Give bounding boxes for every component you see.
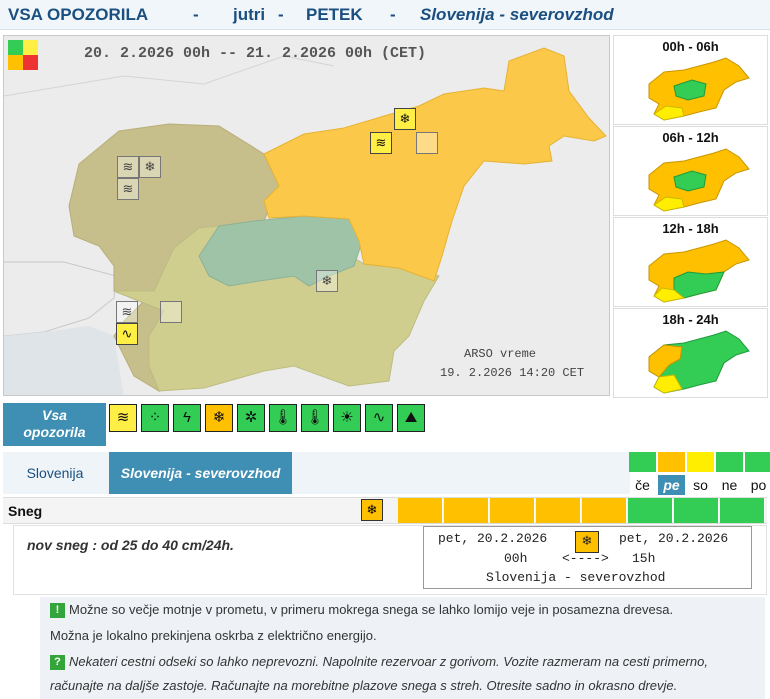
impact-text: Možne so večje motnje v prometu, v prime…: [69, 602, 674, 617]
timeline-cell: [582, 498, 627, 523]
impact-text: Možna je lokalno prekinjena oskrba z ele…: [50, 628, 377, 643]
day-color-cell[interactable]: [716, 452, 743, 472]
map-credit: ARSO vreme: [464, 347, 537, 361]
map-timestamp: 19. 2.2026 14:20 CET: [440, 366, 585, 380]
impact-line: Možna je lokalno prekinjena oskrba z ele…: [40, 623, 765, 649]
time-arrow: <---->: [562, 551, 609, 566]
timeline-cell: [536, 498, 581, 523]
snow-icon: ❄: [361, 499, 383, 521]
small-map-graphic: [648, 57, 750, 121]
all-warnings-label: opozorila: [23, 424, 86, 440]
advice-text: Nekateri cestni odseki so lahko neprevoz…: [69, 654, 708, 669]
small-map-graphic: [648, 330, 750, 394]
day-color-cell[interactable]: [629, 452, 656, 472]
main-warning-map[interactable]: 20. 2.2026 00h -- 21. 2.2026 00h (CET) ❄…: [3, 35, 610, 396]
map-marker-icon[interactable]: [160, 301, 182, 323]
hazard-time-box: pet, 20.2.2026 ❄ pet, 20.2.2026 00h <---…: [423, 526, 752, 589]
timeline-cell: [398, 498, 443, 523]
thunderstorm-icon[interactable]: ϟ: [173, 404, 201, 432]
timeline-cell: [444, 498, 489, 523]
high-temperature-icon[interactable]: 🌡: [301, 404, 329, 432]
advice-icon: ?: [50, 655, 65, 671]
map-period: 20. 2.2026 00h -- 21. 2.2026 00h (CET): [84, 45, 427, 62]
rain-icon[interactable]: ⁘: [141, 404, 169, 432]
legend-square: [8, 40, 38, 70]
coastal-warning-icon[interactable]: ∿: [116, 323, 138, 345]
time-region: Slovenija - severovzhod: [486, 570, 666, 585]
impact-line: ! Možne so večje motnje v prometu, v prim…: [40, 597, 765, 623]
wind-warning-icon[interactable]: ≋: [370, 132, 392, 154]
day-name: PETEK: [306, 5, 363, 24]
small-map-12-18[interactable]: 12h - 18h: [613, 217, 768, 307]
fire-danger-icon[interactable]: ☀: [333, 404, 361, 432]
day-tab[interactable]: če: [635, 477, 650, 493]
timeline-cell: [674, 498, 719, 523]
region-title: Slovenija - severovzhod: [420, 5, 614, 24]
title-separator: -: [193, 5, 199, 24]
small-map-label: 12h - 18h: [662, 221, 719, 236]
hazard-name: Sneg: [8, 503, 43, 519]
region-tab-row: [3, 452, 630, 494]
hazard-description: nov sneg : od 25 do 40 cm/24h.: [27, 537, 234, 553]
small-map-graphic: [648, 239, 750, 303]
day-tab[interactable]: ne: [721, 477, 738, 493]
advice-line: ? Nekateri cestni odseki so lahko neprevo…: [40, 649, 765, 675]
advice-line: računajte na daljše zastoje. Računajte n…: [40, 673, 765, 699]
time-to-hour: 15h: [632, 551, 656, 566]
wind-warning-icon[interactable]: ≋: [116, 301, 138, 323]
day-word: jutri: [233, 5, 266, 24]
time-to-date: pet, 20.2.2026: [619, 531, 729, 546]
time-from-hour: 00h: [504, 551, 528, 566]
snow-warning-icon[interactable]: ❄: [394, 108, 416, 130]
small-map-06-12[interactable]: 06h - 12h: [613, 126, 768, 216]
wind-warning-icon[interactable]: ≋: [117, 156, 139, 178]
all-warnings-button[interactable]: Vsa opozorila: [3, 403, 106, 446]
timeline-cell: [628, 498, 673, 523]
timeline-cell: [490, 498, 535, 523]
snow-warning-icon[interactable]: ❄: [139, 156, 161, 178]
avalanche-icon[interactable]: ⛰: [397, 404, 425, 432]
ice-icon[interactable]: ✲: [237, 404, 265, 432]
coastal-icon[interactable]: ∿: [365, 404, 393, 432]
time-from-date: pet, 20.2.2026: [438, 531, 548, 546]
snow-warning-icon[interactable]: ❄: [316, 270, 338, 292]
day-color-cell[interactable]: [745, 452, 770, 472]
title-bar: VSA OPOZORILA - jutri - PETEK - Slovenij…: [0, 0, 770, 30]
wind-sock-icon[interactable]: ≋: [109, 404, 137, 432]
small-map-00-06[interactable]: 00h - 06h: [613, 35, 768, 125]
title-separator: -: [278, 5, 284, 24]
warning-icon: !: [50, 603, 65, 619]
tab-slovenija-severovzhod[interactable]: Slovenija - severovzhod: [109, 452, 292, 494]
small-map-label: 00h - 06h: [662, 39, 719, 54]
advice-text: računajte na daljše zastoje. Računajte n…: [50, 678, 678, 693]
small-map-label: 06h - 12h: [662, 130, 719, 145]
small-map-label: 18h - 24h: [662, 312, 719, 327]
title-separator: -: [390, 5, 396, 24]
small-map-18-24[interactable]: 18h - 24h: [613, 308, 768, 398]
timeline-cell: [720, 498, 765, 523]
snow-icon: ❄: [575, 531, 599, 553]
map-marker-icon[interactable]: [416, 132, 438, 154]
day-tab[interactable]: so: [693, 477, 708, 493]
slovenia-map-graphic: [4, 47, 607, 395]
snow-icon[interactable]: ❄: [205, 404, 233, 432]
day-tab[interactable]: pe: [658, 475, 685, 495]
day-color-cell[interactable]: [687, 452, 714, 472]
page-title: VSA OPOZORILA: [8, 5, 149, 24]
day-color-cell[interactable]: [658, 452, 685, 472]
wind-warning-icon[interactable]: ≋: [117, 178, 139, 200]
all-warnings-label: Vsa: [42, 407, 67, 423]
small-map-graphic: [648, 148, 750, 212]
low-temperature-icon[interactable]: 🌡: [269, 404, 297, 432]
day-tab[interactable]: po: [750, 477, 767, 493]
tab-slovenija[interactable]: Slovenija: [26, 465, 84, 481]
